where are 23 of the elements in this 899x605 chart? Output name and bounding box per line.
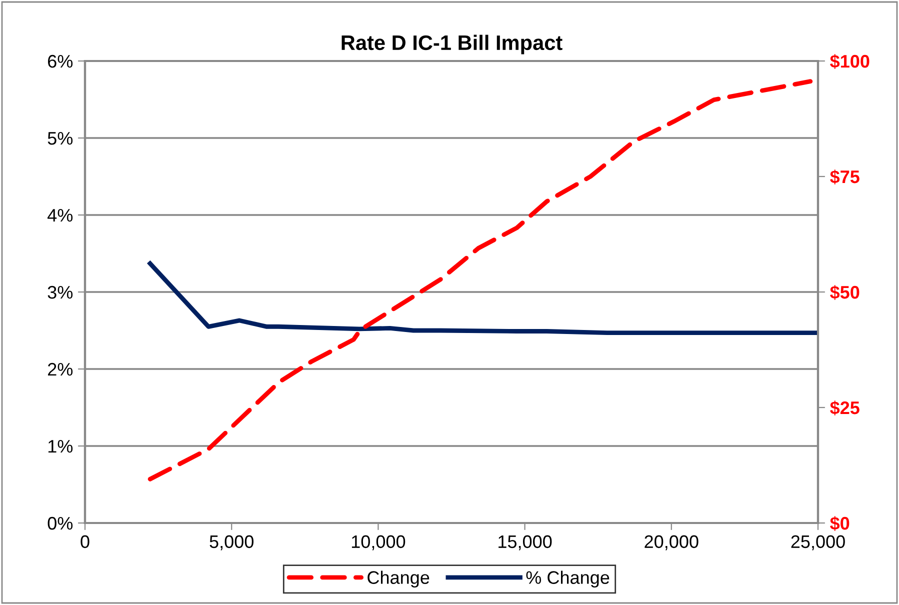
y-tick-label: 1%: [48, 440, 73, 453]
x-tick-label: 5,000: [210, 535, 254, 550]
y2-tick-label: $75: [830, 170, 860, 184]
y-tick-label: 2%: [48, 362, 73, 376]
x-tick-label: 15,000: [498, 535, 552, 550]
y-tick-label: 3%: [48, 286, 73, 299]
line-series: [148, 79, 813, 482]
y-tick-label: 0%: [48, 516, 73, 530]
y2-tick-label: $50: [830, 285, 860, 300]
chart-title: Rate D IC-1 Bill Impact: [342, 34, 562, 54]
x-tick-label: 20,000: [644, 535, 698, 550]
y-tick-label: 6%: [48, 54, 73, 68]
y-tick-label: 4%: [48, 209, 73, 222]
x-tick-label: 10,000: [352, 535, 406, 550]
legend-label: % Change: [526, 570, 610, 588]
y-tick-label: 5%: [48, 132, 73, 145]
x-tick-label: 0: [80, 535, 90, 548]
x-tick-label: 25,000: [791, 535, 845, 550]
y2-tick-label: $25: [830, 400, 860, 416]
y2-tick-label: $100: [830, 54, 870, 69]
line-series: [148, 261, 818, 336]
y2-tick-label: $0: [830, 516, 850, 531]
legend-label: Change: [368, 570, 430, 588]
